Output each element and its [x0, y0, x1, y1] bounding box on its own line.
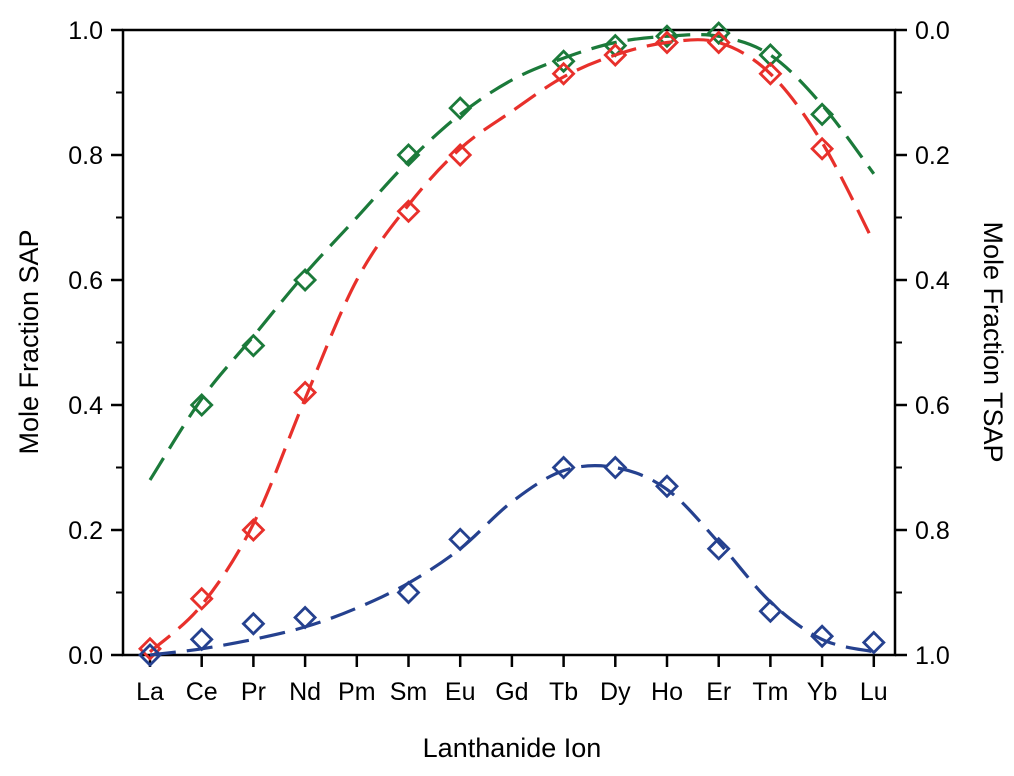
x-tick-label: La	[136, 678, 164, 706]
data-point-series-1	[293, 268, 318, 292]
data-point-series-3	[293, 605, 318, 630]
x-tick-label: Lu	[860, 678, 888, 706]
x-axis-title: Lanthanide Ion	[423, 733, 602, 763]
data-point-series-3	[861, 630, 886, 655]
x-tick-label: Sm	[390, 678, 428, 706]
data-point-series-2	[603, 43, 628, 67]
x-tick-label: Tm	[752, 678, 788, 706]
data-point-series-2	[293, 380, 318, 405]
x-tick-label: Tb	[549, 678, 578, 706]
y-tick-label-left: 0.0	[68, 642, 103, 670]
data-point-series-3	[138, 643, 162, 667]
plot-area: 0.0 0.2 0.4 0.6 0.8 1.0 1.0 0.8 0.6 0.4 0.2 0.0 La Ce…	[68, 17, 950, 706]
x-tick-label: Nd	[289, 678, 321, 706]
y-tick-label-left: 0.2	[68, 517, 103, 545]
data-point-series-2	[706, 30, 731, 55]
data-point-series-2	[396, 199, 421, 224]
data-point-series-3	[603, 455, 628, 480]
x-tick-label: Er	[706, 678, 731, 706]
data-point-series-3	[396, 580, 421, 605]
y-tick-label-right: 1.0	[915, 642, 950, 670]
y-tick-label-left: 0.6	[68, 267, 103, 295]
x-tick-label: Gd	[495, 678, 528, 706]
data-point-series-3	[758, 599, 783, 624]
data-point-series-1	[396, 143, 421, 167]
data-point-series-2	[138, 636, 162, 661]
data-point-series-1	[551, 49, 576, 74]
data-point-series-3	[448, 527, 473, 552]
data-point-series-3	[655, 474, 679, 499]
x-tick-label: Yb	[807, 678, 838, 706]
x-tick-label: Dy	[600, 678, 631, 706]
y-tick-label-right: 0.8	[915, 517, 950, 545]
plot-frame	[121, 28, 897, 657]
data-point-series-2	[241, 518, 266, 542]
data-point-series-2	[551, 61, 576, 86]
y-tick-label-left: 1.0	[68, 17, 103, 45]
y-tick-label-left: 0.4	[68, 392, 103, 420]
y-axis-title-left: Mole Fraction SAP	[14, 229, 44, 454]
fit-line-series-1	[148, 33, 876, 481]
y-tick-label-right: 0.2	[915, 142, 950, 170]
x-tick-label: Ce	[186, 678, 218, 706]
x-tick-label: Eu	[445, 678, 476, 706]
data-point-series-2	[758, 61, 783, 86]
fit-line-series-3	[149, 464, 875, 657]
data-point-series-1	[448, 96, 473, 121]
data-point-series-3	[706, 536, 731, 561]
data-point-series-1	[655, 24, 679, 49]
data-point-series-1	[189, 393, 214, 417]
data-point-series-3	[810, 624, 835, 649]
y-tick-label-right: 0.6	[915, 392, 950, 420]
data-point-series-2	[189, 586, 214, 611]
data-point-series-2	[655, 30, 679, 55]
data-point-series-2	[448, 143, 473, 167]
y-axis-title-right: Mole Fraction TSAP	[978, 221, 1008, 462]
y-tick-label-right: 0.4	[915, 267, 950, 295]
data-point-series-2	[810, 136, 835, 161]
x-tick-label: Pr	[241, 678, 266, 706]
data-point-series-1	[241, 333, 266, 358]
x-tick-label: Ho	[651, 678, 683, 706]
fit-line-series-2	[148, 38, 876, 654]
x-tick-label: Pm	[338, 678, 376, 706]
data-point-series-1	[706, 21, 731, 46]
data-point-series-3	[189, 627, 214, 652]
data-point-series-3	[241, 611, 266, 636]
y-tick-label-left: 0.8	[68, 142, 103, 170]
y-tick-label-right: 0.0	[915, 17, 950, 45]
data-point-series-3	[551, 455, 576, 480]
data-point-series-1	[810, 102, 835, 127]
